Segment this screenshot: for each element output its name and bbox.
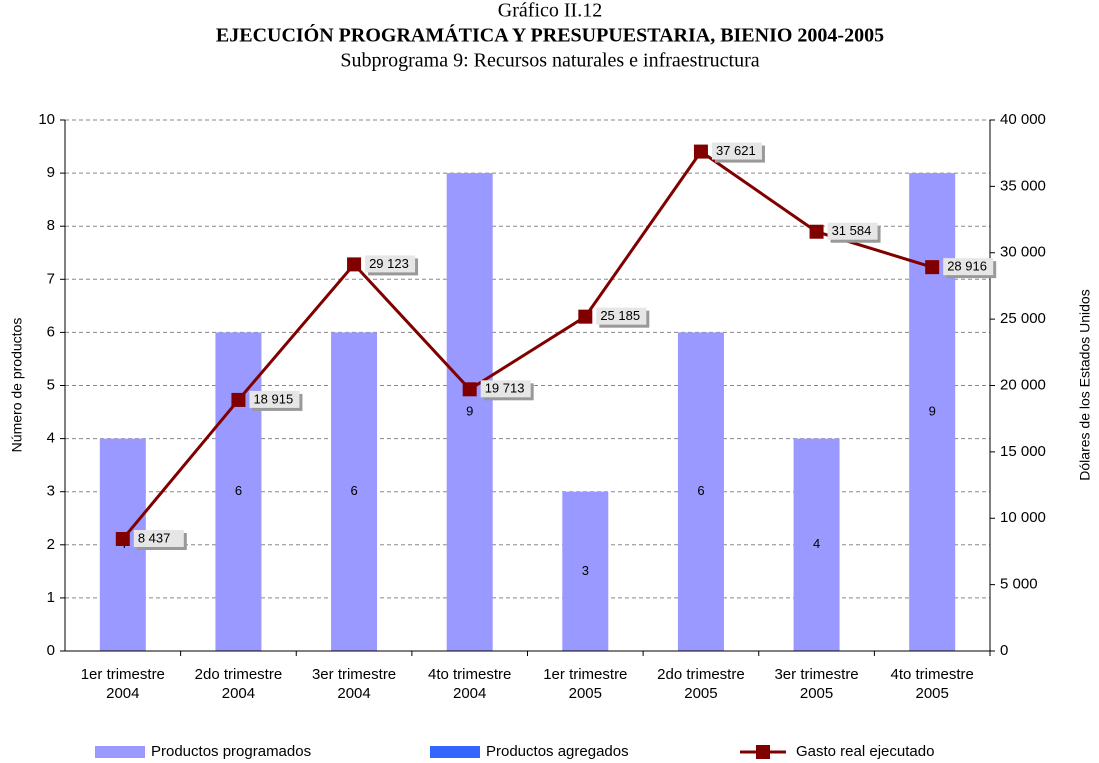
label-box	[133, 529, 184, 547]
y-tick-label: 4	[47, 430, 55, 447]
y2-tick-label: 25 000	[1000, 310, 1046, 327]
y-tick-label: 0	[47, 642, 55, 659]
y-tick-label: 1	[47, 589, 55, 606]
line	[121, 149, 933, 540]
label-box	[943, 258, 994, 276]
legend-swatch	[95, 746, 145, 758]
marker	[809, 224, 824, 239]
bar	[215, 332, 262, 651]
line-value-label: 19 713	[485, 381, 525, 396]
y-tick-label: 7	[47, 270, 55, 287]
line-value-label: 28 916	[947, 259, 987, 274]
bar-value-label: 3	[582, 563, 589, 578]
line-value-label: 37 621	[716, 143, 756, 158]
x-tick-label: 3er trimestre 2005	[774, 666, 859, 702]
marker	[578, 309, 593, 324]
bar	[331, 332, 378, 651]
line-value-label: 31 584	[832, 223, 872, 238]
bar	[562, 491, 609, 651]
x-tick-label: 1er trimestre 2004	[80, 666, 165, 702]
bar	[446, 173, 493, 651]
label-box	[480, 380, 531, 398]
y-tick-label: 2	[47, 536, 55, 553]
label-box	[365, 255, 416, 273]
line-value-label: 18 915	[253, 391, 293, 406]
x-tick-label: 3er trimestre 2004	[311, 666, 397, 702]
bar	[793, 438, 840, 651]
x-tick-label: 2do trimestre 2005	[657, 666, 745, 702]
bar	[909, 173, 956, 651]
y2-tick-label: 15 000	[1000, 443, 1046, 460]
legend-swatch	[430, 746, 480, 758]
line-value-label: 29 123	[369, 256, 409, 271]
marker	[347, 257, 362, 272]
y2-tick-label: 35 000	[1000, 177, 1046, 194]
line-value-label: 8 437	[138, 530, 171, 545]
bar	[677, 332, 724, 651]
bar-value-label: 9	[929, 403, 936, 418]
chart-title: EJECUCIÓN PROGRAMÁTICA Y PRESUPUESTARIA,…	[216, 23, 884, 47]
y2-tick-label: 5 000	[1000, 576, 1038, 593]
label-box	[249, 390, 300, 408]
label-box	[596, 307, 647, 325]
bar-value-label: 9	[466, 403, 473, 418]
y2-tick-label: 30 000	[1000, 244, 1046, 261]
y2-axis-label: Dólares de los Estados Unidos	[1077, 289, 1093, 480]
pretitle: Gráfico II.12	[498, 0, 602, 22]
y-axis-label: Número de productos	[9, 318, 25, 453]
y2-tick-label: 20 000	[1000, 376, 1046, 393]
legend-marker	[756, 745, 770, 759]
marker	[115, 531, 130, 546]
x-tick-label: 2do trimestre 2004	[194, 666, 283, 702]
bar-value-label: 6	[235, 483, 242, 498]
x-tick-label: 1er trimestre 2005	[543, 666, 628, 702]
x-tick-label: 4to trimestre 2004	[428, 666, 512, 702]
y-tick-label: 3	[47, 483, 55, 500]
marker	[925, 260, 940, 275]
y-tick-label: 8	[47, 217, 55, 234]
bar-value-label: 6	[697, 483, 704, 498]
bar-value-label: 6	[350, 483, 357, 498]
marker	[462, 382, 477, 397]
legend-label: Gasto real ejecutado	[796, 743, 934, 760]
y2-tick-label: 0	[1000, 642, 1008, 659]
y2-tick-label: 10 000	[1000, 509, 1046, 526]
y-tick-label: 10	[38, 111, 55, 128]
label-box	[711, 142, 762, 160]
bar-value-label: 4	[813, 536, 820, 551]
x-tick-label: 4to trimestre 2005	[890, 666, 974, 702]
line-value-label: 25 185	[600, 308, 640, 323]
chart-subtitle: Subprograma 9: Recursos naturales e infr…	[340, 50, 759, 72]
label-box	[827, 222, 878, 240]
legend-label: Productos programados	[151, 743, 311, 760]
legend-label: Productos agregados	[486, 743, 629, 760]
y2-tick-label: 40 000	[1000, 111, 1046, 128]
marker	[231, 392, 246, 407]
y-tick-label: 9	[47, 164, 55, 181]
marker	[693, 144, 708, 159]
y-tick-label: 5	[47, 376, 55, 393]
y-tick-label: 6	[47, 323, 55, 340]
